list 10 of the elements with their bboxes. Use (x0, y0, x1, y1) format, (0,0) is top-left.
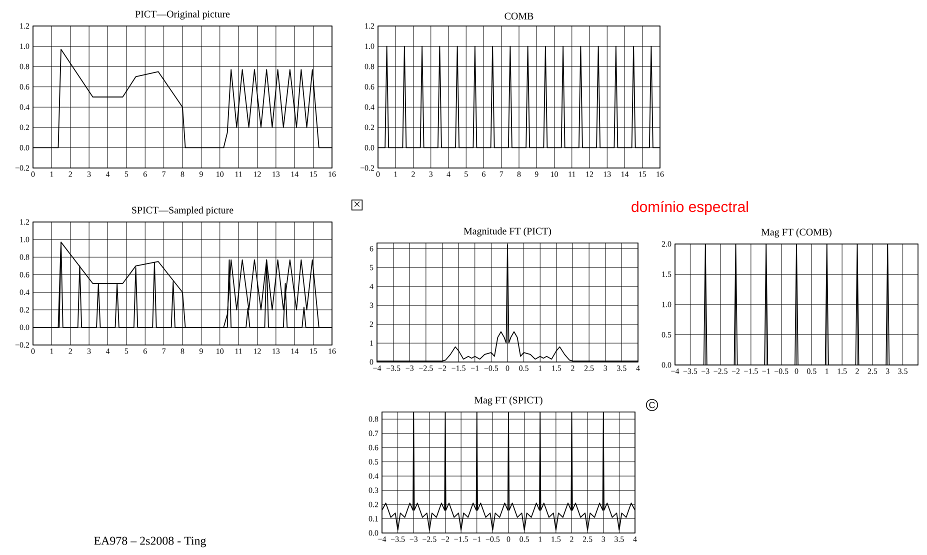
text: × (354, 202, 360, 207)
chart-title: PICT—Original picture (135, 10, 230, 20)
chart-title: COMB (504, 12, 534, 20)
chart-title: Mag FT (SPICT) (474, 396, 542, 406)
chart-title: SPICT—Sampled picture (132, 206, 234, 216)
text: domínio espectral (632, 200, 748, 216)
chart-title: Magnitude FT (PICT) (464, 227, 552, 237)
chart-title: Mag FT (COMB) (761, 228, 832, 238)
text: C (649, 402, 655, 408)
text: EA978 – 2s2008 - Ting (94, 536, 206, 548)
